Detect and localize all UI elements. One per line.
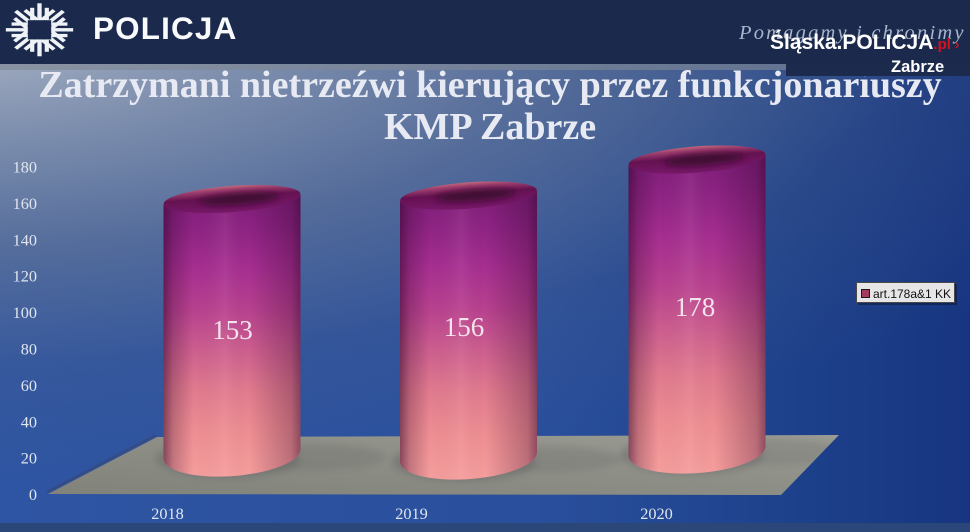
svg-text:153: 153 bbox=[212, 315, 253, 345]
svg-text:120: 120 bbox=[13, 267, 37, 286]
svg-text:140: 140 bbox=[13, 230, 37, 249]
svg-text:178: 178 bbox=[675, 292, 716, 322]
svg-text:80: 80 bbox=[21, 340, 37, 359]
svg-text:40: 40 bbox=[21, 412, 37, 431]
svg-text:2018: 2018 bbox=[151, 504, 184, 523]
svg-text:2020: 2020 bbox=[640, 504, 673, 523]
svg-text:0: 0 bbox=[29, 485, 37, 504]
svg-text:160: 160 bbox=[13, 194, 37, 213]
svg-text:100: 100 bbox=[13, 303, 37, 322]
svg-text:156: 156 bbox=[444, 312, 485, 342]
svg-text:180: 180 bbox=[13, 158, 37, 177]
svg-text:60: 60 bbox=[21, 376, 37, 395]
svg-text:20: 20 bbox=[21, 449, 37, 468]
svg-text:2019: 2019 bbox=[395, 504, 428, 523]
